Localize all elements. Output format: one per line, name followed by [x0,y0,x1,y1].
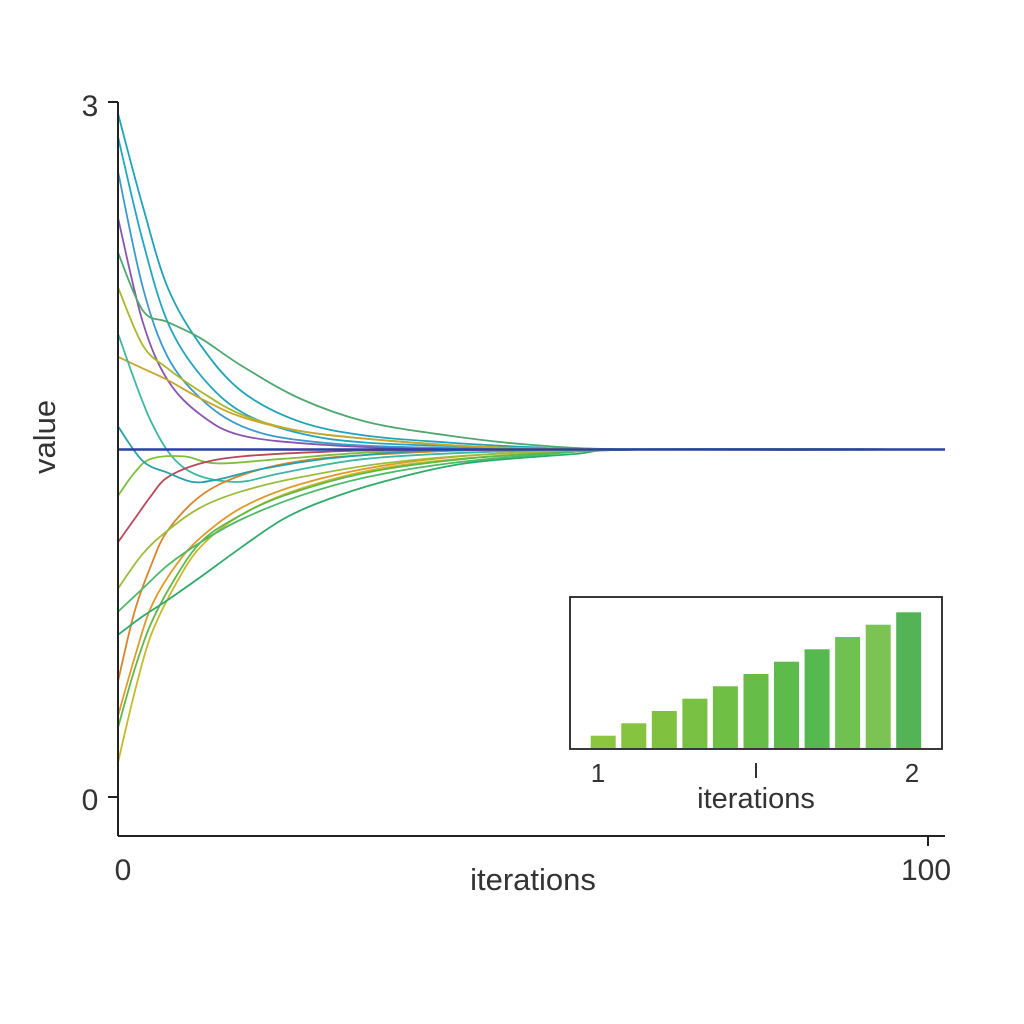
series-line-1 [117,113,946,451]
inset-bars-group [590,612,922,748]
inset-bar-8 [804,649,830,748]
x-axis-title: iterations [470,862,596,897]
x-tick-label-right: 100 [901,854,951,887]
inset-bar-7 [774,661,799,748]
inset-bar-2 [621,723,647,748]
inset-bar-6 [743,674,769,748]
y-axis-title: value [27,400,62,474]
inset-bar-1 [590,735,616,748]
series-line-10 [117,448,946,543]
series-line-5 [117,252,946,451]
series-line-3 [117,171,946,451]
inset-bar-chart: 1 2 iterations [569,596,943,815]
inset-x-tick-label-right: 2 [905,758,919,788]
inset-bar-5 [712,686,738,748]
inset-bar-9 [835,637,861,748]
inset-bar-10 [865,624,891,748]
y-tick-label-top: 3 [82,90,99,123]
inset-bar-4 [682,698,708,748]
inset-bar-3 [651,711,677,748]
main-line-chart: 3 0 0 100 iterations value [27,90,951,897]
series-line-8 [117,333,946,483]
series-line-2 [117,136,946,451]
x-tick-label-left: 0 [115,854,132,887]
inset-x-axis-title: iterations [697,783,815,815]
y-tick-label-bottom: 0 [82,784,99,817]
inset-bar-11 [896,612,922,748]
inset-x-tick-label-left: 1 [591,758,605,788]
